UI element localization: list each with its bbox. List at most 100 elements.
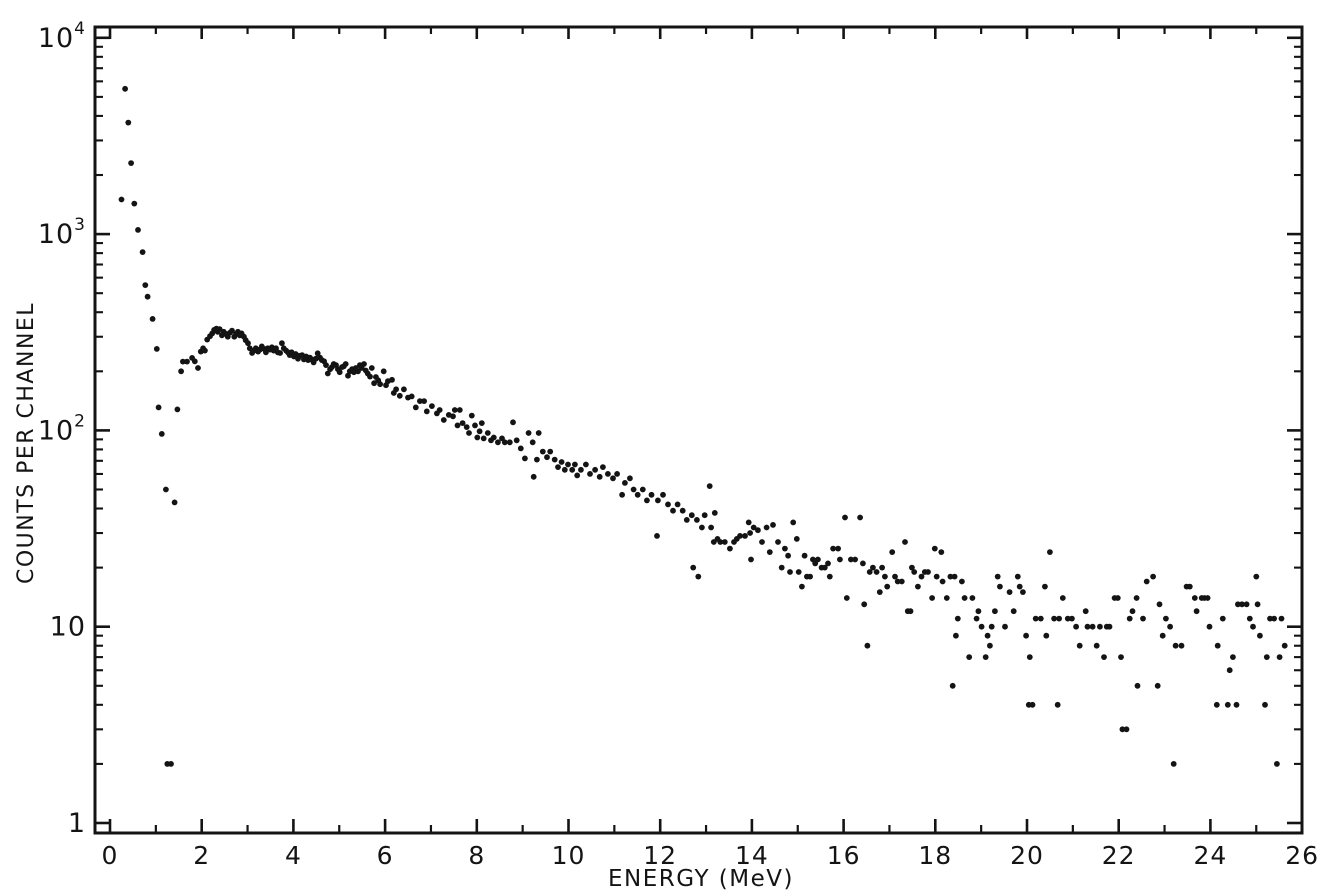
data-point <box>992 608 998 615</box>
data-point <box>490 434 497 441</box>
data-point <box>1170 761 1177 767</box>
data-point <box>1126 615 1133 622</box>
data-point <box>799 583 805 590</box>
data-point <box>342 361 349 367</box>
data-point <box>463 424 470 430</box>
data-point <box>857 514 863 521</box>
data-point <box>694 517 700 523</box>
data-point <box>229 327 235 334</box>
data-point <box>429 403 435 409</box>
data-point <box>763 524 770 531</box>
data-point <box>852 556 858 563</box>
data-point <box>1219 615 1226 622</box>
data-point <box>902 539 908 545</box>
data-point <box>1243 601 1250 608</box>
data-point <box>561 466 568 473</box>
data-point <box>423 408 430 415</box>
data-point <box>1278 615 1285 622</box>
data-point <box>1159 632 1166 639</box>
data-point <box>396 392 403 399</box>
data-point <box>155 404 162 411</box>
data-point <box>1010 608 1017 615</box>
data-point <box>737 533 743 539</box>
data-point <box>1118 654 1124 660</box>
data-point <box>149 316 156 322</box>
data-point <box>870 564 876 571</box>
data-point <box>565 461 571 468</box>
data-point <box>627 475 633 482</box>
data-point <box>355 368 361 375</box>
data-point <box>982 654 989 660</box>
data-point <box>766 549 773 555</box>
svg-text:24: 24 <box>1193 841 1227 870</box>
data-point <box>842 514 848 521</box>
data-point <box>163 486 169 493</box>
data-point <box>578 466 584 473</box>
data-point <box>596 473 603 480</box>
data-point <box>994 573 1001 580</box>
data-point <box>412 404 419 411</box>
data-point <box>600 464 606 470</box>
data-point <box>535 430 542 436</box>
data-point <box>522 455 528 462</box>
data-point <box>139 249 146 256</box>
data-point <box>468 412 475 419</box>
data-point <box>1281 642 1288 649</box>
data-point <box>1186 583 1193 590</box>
data-point <box>915 583 921 590</box>
data-point <box>1143 578 1150 585</box>
data-point <box>279 340 285 347</box>
data-point <box>690 564 697 571</box>
data-point <box>997 583 1003 590</box>
data-point <box>815 556 821 563</box>
data-point <box>961 595 968 601</box>
y-axis-title: COUNTS PER CHANNEL <box>14 302 39 584</box>
data-point <box>393 386 399 393</box>
data-point <box>679 507 686 514</box>
data-point <box>1257 632 1263 639</box>
data-point <box>1246 615 1253 622</box>
data-point <box>128 160 135 167</box>
data-point <box>683 517 690 523</box>
data-point <box>1224 701 1231 708</box>
svg-text:4: 4 <box>285 841 302 870</box>
data-point <box>1037 615 1044 622</box>
data-point <box>534 456 540 463</box>
data-point <box>245 340 251 347</box>
svg-text:2: 2 <box>193 841 210 870</box>
data-point <box>984 632 991 639</box>
data-point <box>569 466 576 473</box>
data-point <box>1191 595 1198 601</box>
data-point <box>889 549 896 555</box>
data-point <box>142 282 149 288</box>
data-point <box>1082 608 1089 615</box>
svg-text:20: 20 <box>1010 841 1044 870</box>
svg-text:0: 0 <box>102 841 119 870</box>
data-point <box>701 512 708 519</box>
data-point <box>180 358 186 365</box>
data-point <box>361 361 367 367</box>
data-point <box>1002 623 1008 630</box>
data-point <box>1093 642 1100 649</box>
data-point <box>1254 601 1261 608</box>
data-point <box>882 573 888 580</box>
data-point <box>377 381 383 388</box>
data-point <box>436 407 443 413</box>
data-point <box>866 569 873 575</box>
data-point <box>1271 615 1277 622</box>
data-point <box>861 601 868 608</box>
data-point <box>648 491 655 498</box>
data-point <box>1020 589 1026 595</box>
data-point <box>605 471 611 477</box>
data-point <box>454 422 461 429</box>
data-point <box>480 435 487 442</box>
svg-text:10: 10 <box>50 612 86 643</box>
data-point <box>178 368 185 375</box>
data-point <box>953 632 959 639</box>
data-point <box>787 569 793 575</box>
data-point <box>706 483 713 489</box>
data-point <box>660 491 666 498</box>
data-point <box>592 466 598 473</box>
data-point <box>1047 549 1053 555</box>
data-point <box>795 569 802 575</box>
